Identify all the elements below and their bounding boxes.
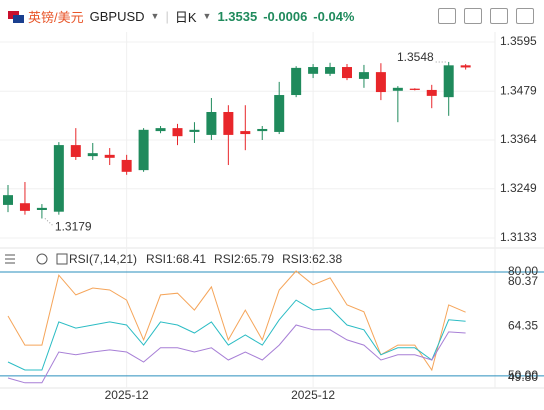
legend-entry: RSI3:62.38: [282, 252, 342, 266]
symbol[interactable]: GBPUSD: [89, 8, 145, 24]
toolbar: [438, 8, 534, 24]
candle-body: [3, 195, 13, 205]
header: 英镑/美元 GBPUSD ▼ | 日K ▼ 1.3535 -0.0006 -0.…: [0, 0, 544, 32]
candle-body: [342, 67, 352, 79]
low-label: 1.3179: [55, 220, 92, 234]
candle-body: [121, 159, 132, 172]
settings-icon[interactable]: [36, 253, 48, 265]
candle-body: [172, 128, 183, 137]
y-tick-label: 1.3133: [500, 230, 537, 244]
tool-button[interactable]: [490, 8, 508, 24]
price: 1.3535: [217, 8, 258, 24]
pair-name: 英镑/美元: [28, 9, 84, 25]
candle-body: [240, 131, 251, 135]
dropdown-caret[interactable]: ▼: [202, 11, 212, 21]
candle-body: [189, 129, 200, 132]
tool-button[interactable]: [464, 8, 482, 24]
tool-button[interactable]: [516, 8, 534, 24]
candle-body: [325, 67, 336, 74]
tool-button[interactable]: [438, 8, 456, 24]
separator: |: [165, 8, 169, 24]
x-tick-label: 2025-12: [105, 388, 149, 402]
x-tick-label: 2025-12: [291, 388, 335, 402]
indicator-title: RSI(7,14,21): [69, 252, 137, 266]
candle-body: [70, 145, 81, 157]
rsi-toolbar: RSI(7,14,21): [5, 252, 137, 266]
candle-body: [426, 89, 437, 96]
low-marker: [44, 218, 55, 227]
rsi-line: [7, 324, 466, 384]
candle-body: [223, 112, 234, 135]
legend-entry: RSI2:65.79: [214, 252, 274, 266]
dropdown-caret[interactable]: ▼: [150, 11, 160, 21]
candle-body: [87, 153, 98, 157]
y-tick-label: 1.3364: [500, 132, 537, 146]
flag-icon: [8, 11, 24, 23]
candle-body: [460, 65, 471, 68]
candle-body: [19, 203, 30, 211]
candle-body: [392, 87, 403, 91]
add-icon[interactable]: [56, 253, 68, 265]
candle-body: [443, 65, 454, 98]
side-label: 49.80: [508, 370, 538, 384]
change: -0.0006: [263, 8, 308, 24]
candle-body: [257, 128, 268, 132]
high-label: 1.3548: [397, 50, 434, 64]
y-tick-label: 80.00: [508, 264, 538, 278]
side-label: 80.37: [508, 274, 538, 288]
change-pct: -0.04%: [313, 8, 355, 24]
rsi-line: [7, 299, 466, 371]
candle-body: [104, 154, 115, 158]
menu-icon[interactable]: [5, 254, 15, 264]
y-tick-label: 1.3595: [500, 34, 537, 48]
candle-body: [155, 128, 166, 132]
period[interactable]: 日K: [174, 9, 197, 25]
candle-body: [206, 112, 217, 135]
candle-body: [308, 67, 319, 74]
y-tick-label: 1.3479: [500, 83, 537, 97]
candle-body: [409, 88, 420, 90]
candle-body: [53, 145, 64, 212]
candle-body: [291, 67, 302, 96]
side-label: 64.35: [508, 318, 538, 332]
candle-body: [36, 207, 47, 210]
candle-body: [274, 95, 285, 132]
candle-body: [138, 129, 149, 171]
rsi-line: [7, 270, 466, 372]
legend-entry: RSI1:68.41: [146, 252, 206, 266]
y-tick-label: 1.3249: [500, 181, 537, 195]
candle-body: [375, 72, 386, 93]
candle-body: [358, 72, 369, 79]
y-tick-label: 50.00: [508, 368, 538, 382]
